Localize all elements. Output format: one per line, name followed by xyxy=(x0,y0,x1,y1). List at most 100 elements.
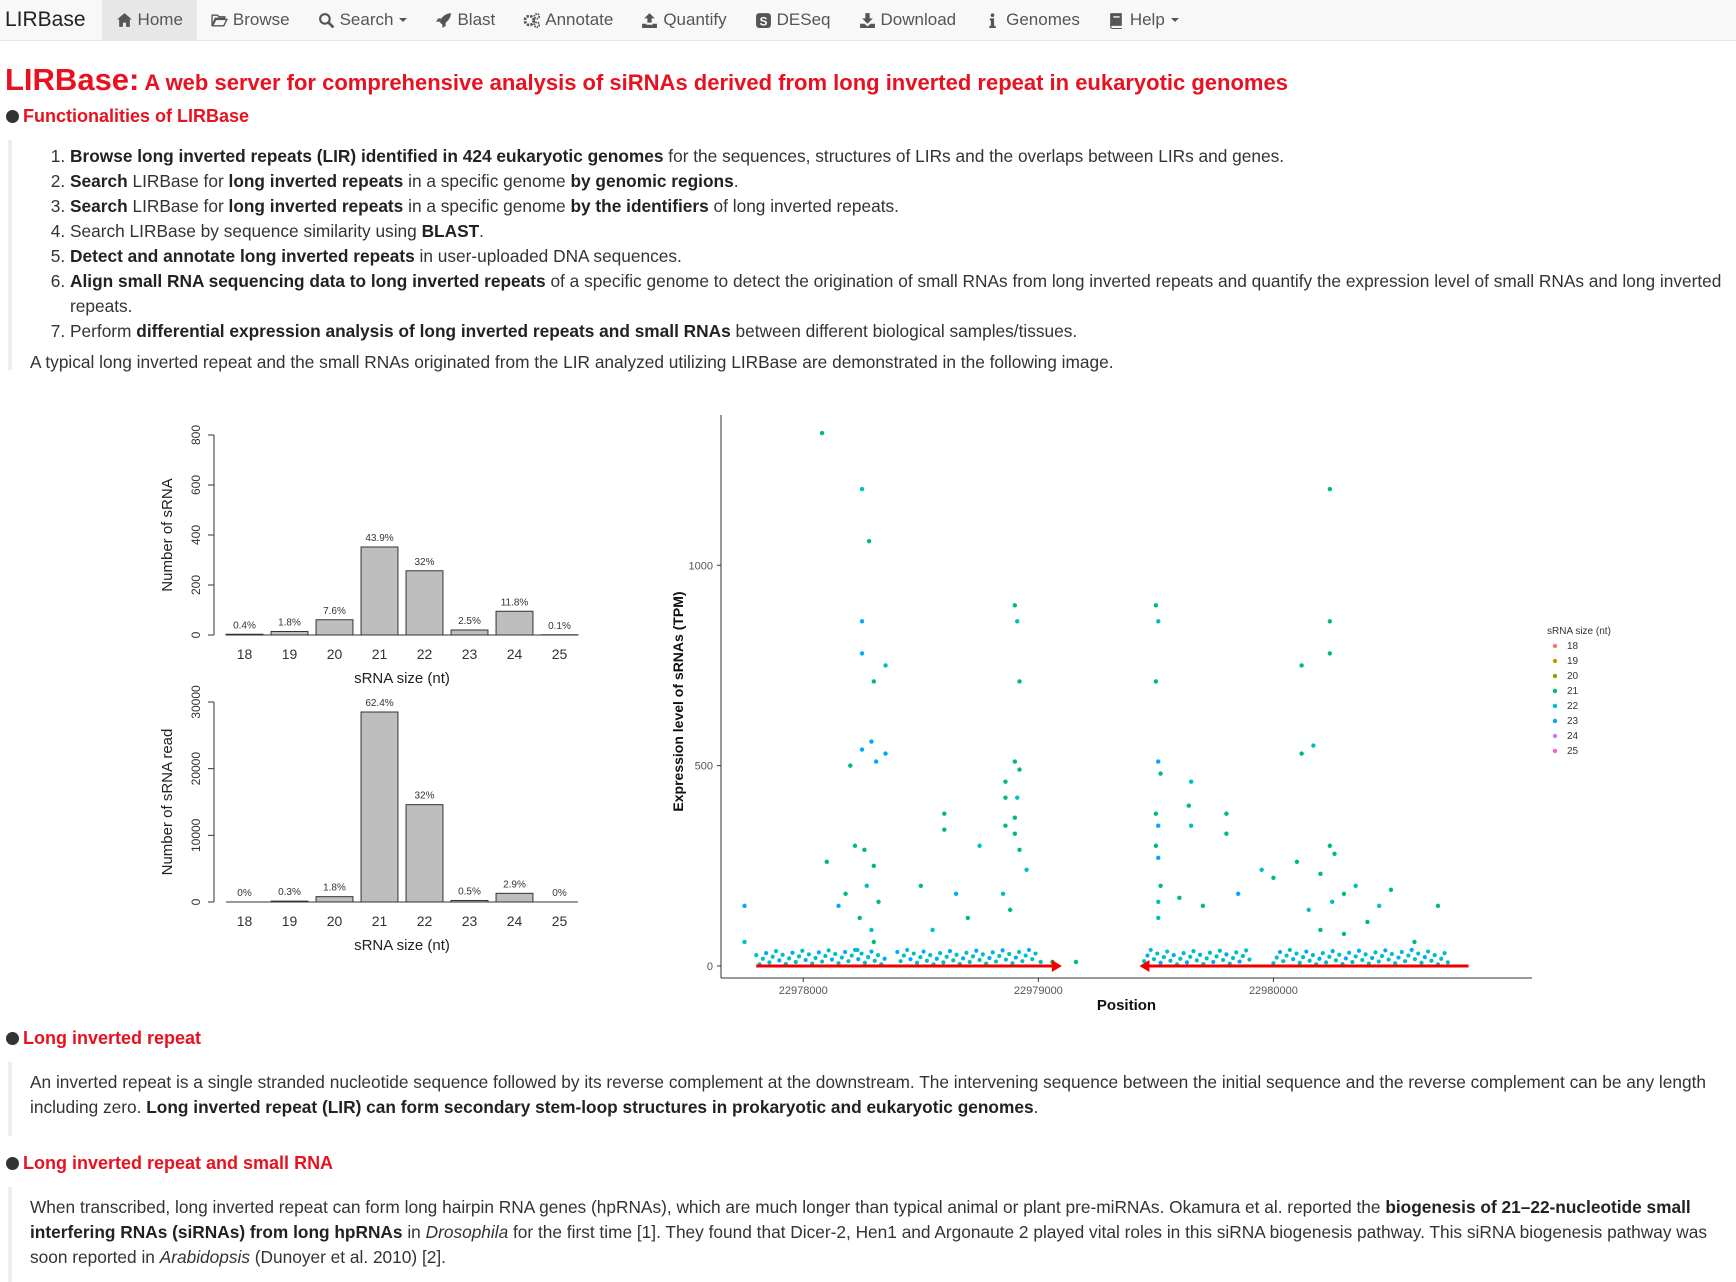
data-point xyxy=(1332,852,1336,856)
data-point xyxy=(874,759,878,763)
data-point xyxy=(872,679,876,683)
x-tick-label: 19 xyxy=(282,646,298,662)
nav-annotate[interactable]: Annotate xyxy=(509,0,627,40)
y-axis-label: Number of sRNA xyxy=(159,478,176,591)
data-point xyxy=(860,487,864,491)
data-point xyxy=(1334,958,1338,962)
data-point xyxy=(1363,952,1367,956)
bar xyxy=(316,620,353,635)
x-tick-label: 22 xyxy=(417,913,433,929)
x-tick-label: 21 xyxy=(372,913,388,929)
data-point xyxy=(876,953,880,957)
bar xyxy=(496,611,533,635)
data-point xyxy=(883,751,887,755)
nav-genomes[interactable]: Genomes xyxy=(970,0,1094,40)
data-point xyxy=(1294,951,1298,955)
data-point xyxy=(830,957,834,961)
data-point xyxy=(1008,908,1012,912)
bar xyxy=(361,547,398,635)
data-point xyxy=(1156,824,1160,828)
data-point xyxy=(1154,844,1158,848)
x-axis-label: sRNA size (nt) xyxy=(354,937,450,954)
data-point xyxy=(1074,960,1078,964)
data-point xyxy=(1015,795,1019,799)
data-point xyxy=(1299,751,1303,755)
book-icon xyxy=(1108,12,1125,29)
text-segment: Perform xyxy=(70,321,136,341)
nav-home[interactable]: Home xyxy=(102,0,197,40)
x-tick-label: 22979000 xyxy=(1014,985,1063,997)
nav-search[interactable]: Search xyxy=(304,0,422,40)
data-point xyxy=(863,961,867,965)
lir-heading: Long inverted repeat xyxy=(6,1028,201,1049)
data-point xyxy=(974,949,978,953)
x-tick-label: 23 xyxy=(462,646,478,662)
nav-browse[interactable]: Browse xyxy=(197,0,304,40)
y-tick-label: 0 xyxy=(189,898,203,905)
rocket-icon xyxy=(435,12,452,29)
caret-down-icon xyxy=(1171,18,1179,22)
data-point xyxy=(1024,953,1028,957)
data-point xyxy=(1350,960,1354,964)
bar-label: 0.5% xyxy=(458,886,481,897)
data-point xyxy=(1301,955,1305,959)
data-point xyxy=(1156,916,1160,920)
functionalities-heading: Functionalities of LIRBase xyxy=(6,106,249,127)
data-point xyxy=(1231,956,1235,960)
data-point xyxy=(941,960,945,964)
data-point xyxy=(942,812,946,816)
data-point xyxy=(1324,960,1328,964)
nav-blast[interactable]: Blast xyxy=(421,0,509,40)
bar-label: 0.4% xyxy=(233,620,256,631)
data-point xyxy=(1328,651,1332,655)
data-point xyxy=(1433,953,1437,957)
data-point xyxy=(1003,824,1007,828)
data-point xyxy=(764,951,768,955)
data-point xyxy=(1013,832,1017,836)
data-point xyxy=(843,892,847,896)
cogs-icon xyxy=(523,12,540,29)
data-point xyxy=(869,949,873,953)
data-point xyxy=(869,928,873,932)
data-point xyxy=(961,956,965,960)
data-point xyxy=(1328,619,1332,623)
data-point xyxy=(1013,816,1017,820)
bar-label: 0.1% xyxy=(548,621,571,632)
data-point xyxy=(1154,679,1158,683)
data-point xyxy=(883,957,887,961)
data-point xyxy=(797,954,801,958)
nav-help[interactable]: Help xyxy=(1094,0,1193,40)
text-segment: Search LIRBase by sequence similarity us… xyxy=(70,221,422,241)
data-point xyxy=(1211,960,1215,964)
data-point xyxy=(804,958,808,962)
lir-block: An inverted repeat is a single stranded … xyxy=(8,1062,1730,1136)
data-point xyxy=(742,940,746,944)
data-point xyxy=(1145,953,1149,957)
data-point xyxy=(1412,940,1416,944)
text-segment: for the sequences, structures of LIRs an… xyxy=(663,146,1284,166)
data-point xyxy=(1189,824,1193,828)
data-point xyxy=(1284,953,1288,957)
data-point xyxy=(1189,779,1193,783)
brand[interactable]: LIRBase xyxy=(0,0,102,40)
data-point xyxy=(1328,487,1332,491)
text-segment: Search xyxy=(70,171,128,191)
x-axis-label: sRNA size (nt) xyxy=(354,670,450,687)
text-segment: in xyxy=(403,1222,426,1242)
data-point xyxy=(827,948,831,952)
nav-download[interactable]: Download xyxy=(845,0,971,40)
data-point xyxy=(1013,759,1017,763)
data-point xyxy=(928,953,932,957)
data-point xyxy=(857,916,861,920)
data-point xyxy=(1241,954,1245,958)
data-point xyxy=(846,959,850,963)
nav-quantify[interactable]: Quantify xyxy=(627,0,740,40)
text-segment: Search xyxy=(70,196,128,216)
data-point xyxy=(883,663,887,667)
data-point xyxy=(1205,956,1209,960)
y-tick-label: 800 xyxy=(189,425,203,445)
data-point xyxy=(1410,948,1414,952)
data-point xyxy=(866,955,870,959)
